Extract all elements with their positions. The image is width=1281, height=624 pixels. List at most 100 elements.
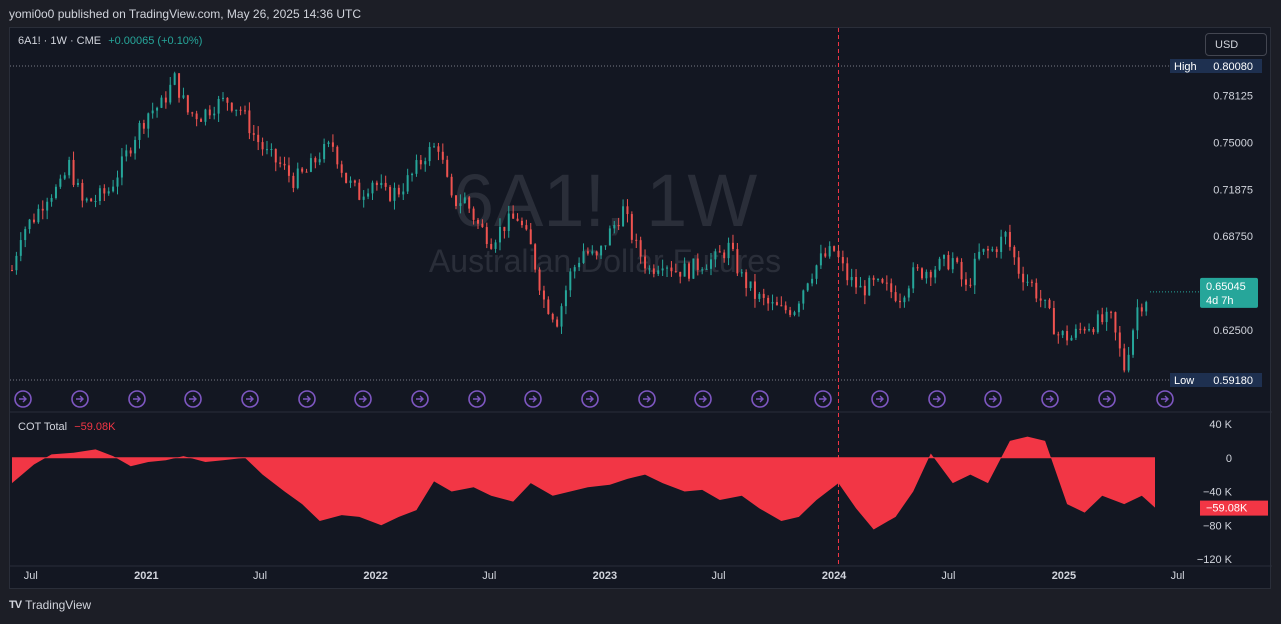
candle-up	[424, 161, 427, 165]
cot-value: −59.08K	[74, 421, 116, 433]
high-tag	[1170, 59, 1262, 73]
candle-down	[767, 297, 770, 304]
candle-up	[604, 245, 607, 247]
candle-up	[1145, 302, 1148, 312]
event-icon-arrow	[529, 395, 537, 403]
x-tick-label: Jul	[1171, 570, 1185, 582]
candle-down	[956, 258, 959, 262]
event-icon-arrow	[876, 395, 884, 403]
candle-up	[709, 259, 712, 269]
low-tag-value: 0.59180	[1213, 375, 1253, 387]
candle-up	[415, 160, 418, 174]
event-icon-arrow	[359, 395, 367, 403]
cot-tick-label: −120 K	[1197, 554, 1233, 566]
low-tag-label: Low	[1174, 375, 1194, 387]
candle-up	[50, 198, 53, 202]
candle-up	[925, 271, 928, 279]
event-icon-arrow	[1046, 395, 1054, 403]
candle-down	[1035, 282, 1038, 299]
candle-down	[287, 165, 290, 176]
candle-up	[46, 201, 49, 211]
tradingview-logo-icon: TV	[9, 599, 22, 611]
candle-down	[947, 254, 950, 270]
candle-down	[881, 278, 884, 283]
candle-down	[243, 110, 246, 112]
candle-down	[789, 310, 792, 315]
candle-down	[674, 271, 677, 273]
candle-up	[393, 187, 396, 201]
last-price-value: 0.65045	[1206, 281, 1246, 293]
candle-up	[28, 219, 31, 230]
event-icon-arrow	[473, 395, 481, 403]
candle-up	[815, 265, 818, 279]
candle-down	[1101, 314, 1104, 323]
candle-up	[160, 97, 163, 108]
candle-up	[1132, 330, 1135, 355]
candle-up	[411, 173, 414, 176]
candle-up	[371, 182, 374, 194]
candle-up	[323, 143, 326, 160]
symbol-legend[interactable]: 6A1! · 1W · CME +0.00065 (+0.10%)	[18, 35, 202, 47]
x-tick-label: 2021	[134, 570, 158, 582]
candle-up	[692, 258, 695, 279]
candle-down	[1079, 328, 1082, 330]
candle-up	[402, 191, 405, 195]
candle-down	[455, 195, 458, 207]
candle-down	[142, 123, 145, 129]
candle-down	[617, 225, 620, 227]
cot-legend[interactable]: COT Total −59.08K	[18, 421, 115, 433]
candle-up	[309, 158, 312, 172]
candle-up	[868, 277, 871, 296]
candle-down	[292, 175, 295, 188]
price-tick-label: 0.75000	[1213, 137, 1253, 149]
candle-down	[529, 229, 532, 245]
candle-down	[1083, 328, 1086, 331]
tradingview-logo[interactable]: TV TradingView	[9, 598, 91, 612]
candle-down	[929, 271, 932, 278]
candle-up	[608, 228, 611, 246]
candle-up	[367, 193, 370, 197]
candle-up	[749, 281, 752, 289]
event-icon-arrow	[819, 395, 827, 403]
price-tick-label: 0.78125	[1213, 90, 1253, 102]
candle-down	[885, 282, 888, 284]
candle-down	[230, 102, 233, 111]
event-icon-arrow	[246, 395, 254, 403]
candle-up	[327, 142, 330, 144]
candle-up	[217, 98, 220, 114]
candle-up	[498, 226, 501, 243]
candle-up	[560, 306, 563, 327]
candle-up	[116, 177, 119, 187]
candle-down	[186, 95, 189, 113]
candle-down	[679, 271, 682, 277]
candle-up	[1026, 281, 1029, 283]
candle-up	[24, 229, 27, 241]
candle-down	[688, 263, 691, 279]
candle-up	[182, 95, 185, 98]
candle-down	[1017, 257, 1020, 274]
candle-up	[648, 268, 651, 270]
candle-down	[1140, 307, 1143, 312]
candle-down	[353, 180, 356, 183]
event-icon-arrow	[699, 395, 707, 403]
candle-up	[912, 267, 915, 289]
candle-down	[72, 159, 75, 185]
candle-up	[811, 278, 814, 284]
candle-down	[745, 272, 748, 289]
candle-down	[41, 208, 44, 211]
candle-up	[683, 263, 686, 277]
chart-frame[interactable]: 6A1!, 1W Australian Dollar Futures 0.78125…	[9, 27, 1272, 590]
candle-up	[1000, 236, 1003, 252]
candle-up	[1061, 331, 1064, 336]
watermark-ticker: 6A1!, 1W	[453, 159, 758, 242]
candle-up	[569, 271, 572, 291]
candle-down	[472, 208, 475, 220]
candle-up	[806, 283, 809, 291]
currency-button[interactable]: USD	[1205, 33, 1267, 56]
candle-down	[547, 299, 550, 314]
candle-down	[670, 267, 673, 272]
candle-up	[797, 303, 800, 313]
candle-up	[819, 253, 822, 266]
candle-down	[195, 113, 198, 120]
